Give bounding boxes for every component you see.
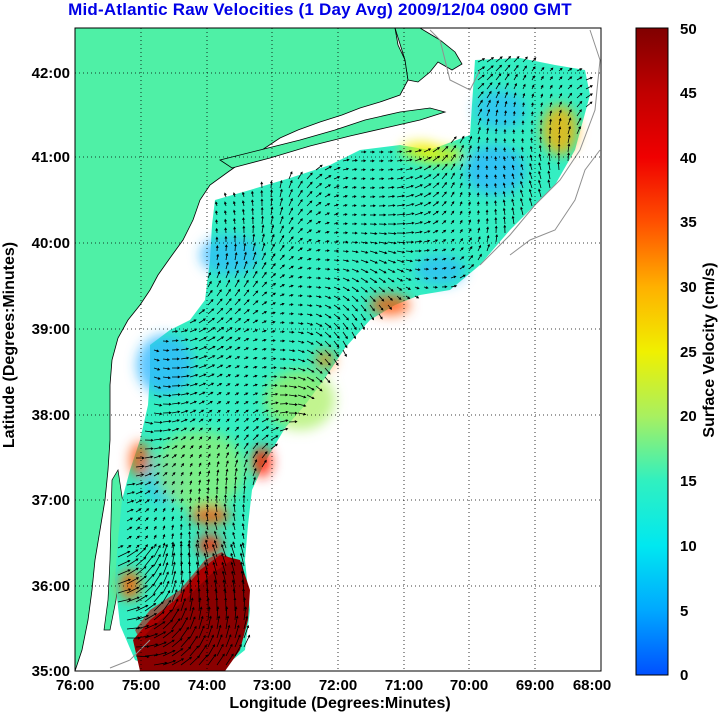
x-tick: 73:00 (253, 677, 291, 694)
outer-banks (103, 468, 125, 631)
y-tick: 35:00 (32, 663, 70, 680)
y-tick: 38:00 (32, 407, 70, 424)
bathymetry-contours (109, 29, 601, 669)
colorbar-tick: 30 (680, 279, 697, 296)
y-tick: 41:00 (32, 149, 70, 166)
y-tick: 40:00 (32, 235, 70, 252)
colorbar-tick: 45 (680, 85, 697, 102)
colorbar (635, 27, 669, 676)
velocity-arrows (117, 55, 593, 666)
y-tick: 36:00 (32, 578, 70, 595)
x-tick: 72:00 (319, 677, 357, 694)
x-tick: 70:00 (450, 677, 488, 694)
x-tick: 69:00 (516, 677, 554, 694)
colorbar-tick: 15 (680, 473, 697, 490)
colorbar-tick: 5 (680, 603, 688, 620)
velocity-field (115, 55, 593, 671)
colorbar-label: Surface Velocity (cm/s) (701, 262, 718, 437)
x-tick: 68:00 (573, 677, 611, 694)
colorbar-tick: 35 (680, 214, 697, 231)
colorbar-tick: 40 (680, 150, 697, 167)
x-tick: 74:00 (188, 677, 226, 694)
y-tick: 37:00 (32, 492, 70, 509)
land-mass (75, 28, 409, 671)
cape-cod (394, 28, 463, 83)
map-title: Mid-Atlantic Raw Velocities (1 Day Avg) … (68, 0, 572, 19)
x-tick-labels: 76:00 75:00 74:00 73:00 72:00 71:00 70:0… (56, 677, 611, 694)
y-tick: 39:00 (32, 321, 70, 338)
colorbar-tick: 25 (680, 344, 697, 361)
colorbar-tick: 0 (680, 667, 688, 684)
y-tick: 42:00 (32, 65, 70, 82)
colorbar-tick-labels: 0 5 10 15 20 25 30 35 40 45 50 (680, 21, 697, 684)
plot-frame (74, 27, 602, 672)
colorbar-tick: 20 (680, 408, 697, 425)
x-tick: 75:00 (122, 677, 160, 694)
colorbar-tick: 50 (680, 21, 697, 38)
x-tick: 76:00 (56, 677, 94, 694)
y-tick-labels: 35:00 36:00 37:00 38:00 39:00 40:00 41:0… (32, 65, 70, 680)
x-axis-label: Longitude (Degrees:Minutes) (229, 695, 450, 712)
y-axis-label: Latitude (Degrees:Minutes) (1, 242, 18, 448)
colorbar-tick: 10 (680, 538, 697, 555)
x-tick: 71:00 (385, 677, 423, 694)
long-island (219, 107, 447, 169)
